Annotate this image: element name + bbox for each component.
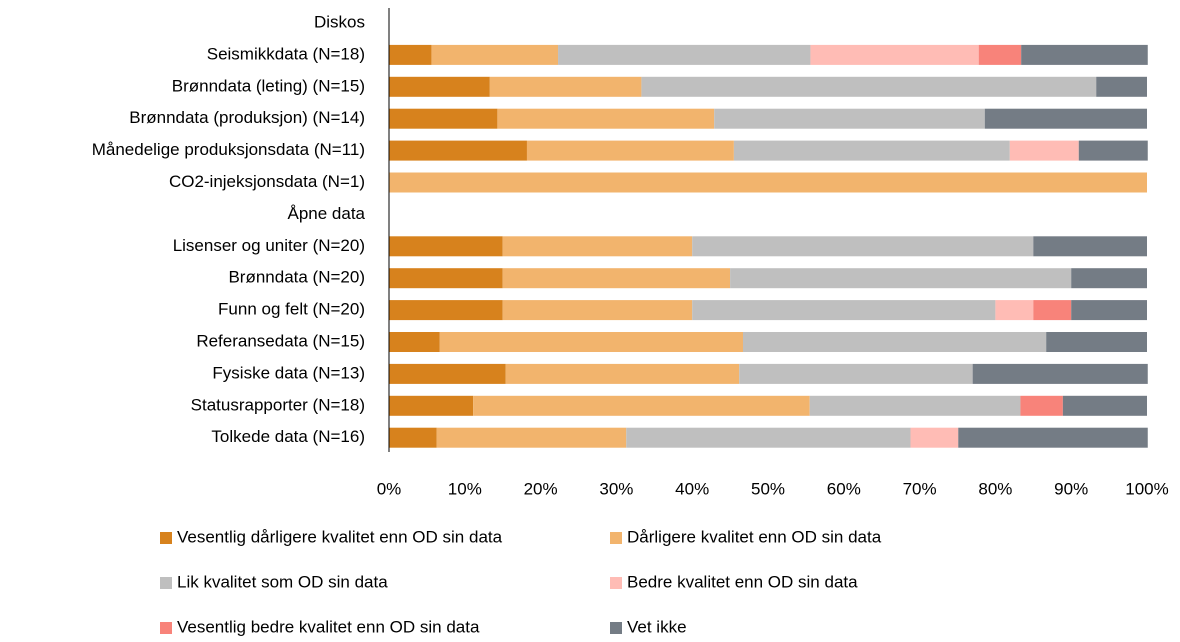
- bar-segment: [436, 427, 627, 448]
- x-tick-label: 20%: [524, 479, 558, 498]
- bar-segment: [958, 427, 1148, 448]
- bar-segment: [972, 363, 1148, 384]
- bar-segment: [742, 332, 1047, 352]
- legend-label: Vesentlig bedre kvalitet enn OD sin data: [177, 617, 480, 636]
- category-label: Åpne data: [287, 204, 365, 223]
- category-label: Fysiske data (N=13): [212, 363, 365, 382]
- bar-segment: [641, 76, 1097, 97]
- category-label: Tolkede data (N=16): [211, 427, 365, 446]
- bar-segment: [984, 108, 1147, 129]
- category-label: Brønndata (leting) (N=15): [172, 76, 365, 95]
- bar-segment: [473, 395, 810, 416]
- bar-segment: [502, 300, 693, 321]
- bar-segment: [978, 44, 1022, 65]
- category-label: Funn og felt (N=20): [218, 300, 365, 319]
- legend-swatch: [610, 532, 622, 544]
- category-label: Lisenser og uniter (N=20): [173, 236, 365, 255]
- legend-label: Lik kvalitet som OD sin data: [177, 572, 388, 591]
- bar-segment: [389, 108, 498, 129]
- x-tick-label: 60%: [827, 479, 861, 498]
- legend-swatch: [610, 622, 622, 634]
- legend-label: Vet ikke: [627, 617, 687, 636]
- bar-segment: [626, 427, 911, 448]
- bar-segment: [1096, 76, 1147, 97]
- bar-segment: [910, 427, 959, 448]
- bar-segment: [431, 44, 559, 65]
- bar-segment: [995, 300, 1034, 321]
- bar-segment: [497, 108, 715, 129]
- category-label: Seismikkdata (N=18): [207, 44, 365, 63]
- bar-segment: [1020, 395, 1063, 416]
- x-tick-label: 70%: [903, 479, 937, 498]
- legend-swatch: [610, 577, 622, 589]
- category-label: Statusrapporter (N=18): [191, 395, 365, 414]
- bar-segment: [389, 140, 527, 161]
- bar-segment: [558, 44, 811, 65]
- bar-segment: [730, 268, 1072, 289]
- bar-segment: [389, 363, 506, 384]
- category-label: CO2-injeksjonsdata (N=1): [169, 172, 365, 191]
- x-tick-label: 10%: [448, 479, 482, 498]
- bar-segment: [692, 300, 996, 321]
- bar-segment: [1009, 140, 1079, 161]
- bar-segment: [489, 76, 642, 97]
- bar-segment: [810, 44, 979, 65]
- bar-segment: [1062, 395, 1147, 416]
- legend-swatch: [160, 622, 172, 634]
- bar-segment: [1078, 140, 1148, 161]
- x-tick-label: 90%: [1054, 479, 1088, 498]
- category-label: Referansedata (N=15): [196, 331, 365, 350]
- bar-segment: [714, 108, 985, 129]
- bar-segment: [389, 236, 503, 257]
- bar-segment: [739, 363, 973, 384]
- bar-segment: [389, 76, 490, 97]
- bar-segment: [1071, 300, 1147, 321]
- legend-label: Bedre kvalitet enn OD sin data: [627, 572, 858, 591]
- bar-segment: [389, 300, 503, 321]
- bar-segment: [809, 395, 1021, 416]
- bar-segment: [439, 332, 743, 352]
- x-tick-label: 0%: [377, 479, 402, 498]
- bar-segment: [733, 140, 1010, 161]
- legend-label: Dårligere kvalitet enn OD sin data: [627, 527, 882, 546]
- x-tick-label: 40%: [675, 479, 709, 498]
- bar-segment: [505, 363, 740, 384]
- bar-segment: [389, 332, 440, 352]
- legend-label: Vesentlig dårligere kvalitet enn OD sin …: [177, 527, 503, 546]
- bar-segment: [389, 427, 437, 448]
- category-label: Brønndata (N=20): [228, 268, 365, 287]
- bar-segment: [526, 140, 734, 161]
- bar-segment: [389, 44, 432, 65]
- x-tick-label: 30%: [599, 479, 633, 498]
- bar-segment: [502, 236, 693, 257]
- x-tick-label: 100%: [1125, 479, 1168, 498]
- category-label: Brønndata (produksjon) (N=14): [129, 108, 365, 127]
- legend-swatch: [160, 577, 172, 589]
- bar-segment: [1071, 268, 1147, 289]
- bar-segment: [1033, 300, 1072, 321]
- category-label: Månedelige produksjonsdata (N=11): [92, 140, 365, 159]
- bar-segment: [692, 236, 1034, 257]
- bar-segment: [389, 395, 474, 416]
- bar-segment: [1033, 236, 1147, 257]
- bar-segment: [1021, 44, 1148, 65]
- legend-swatch: [160, 532, 172, 544]
- bar-segment: [502, 268, 731, 289]
- x-tick-label: 80%: [978, 479, 1012, 498]
- bar-segment: [1046, 332, 1147, 352]
- x-tick-label: 50%: [751, 479, 785, 498]
- bar-segment: [389, 172, 1147, 193]
- category-label: Diskos: [314, 12, 365, 31]
- bar-segment: [389, 268, 503, 289]
